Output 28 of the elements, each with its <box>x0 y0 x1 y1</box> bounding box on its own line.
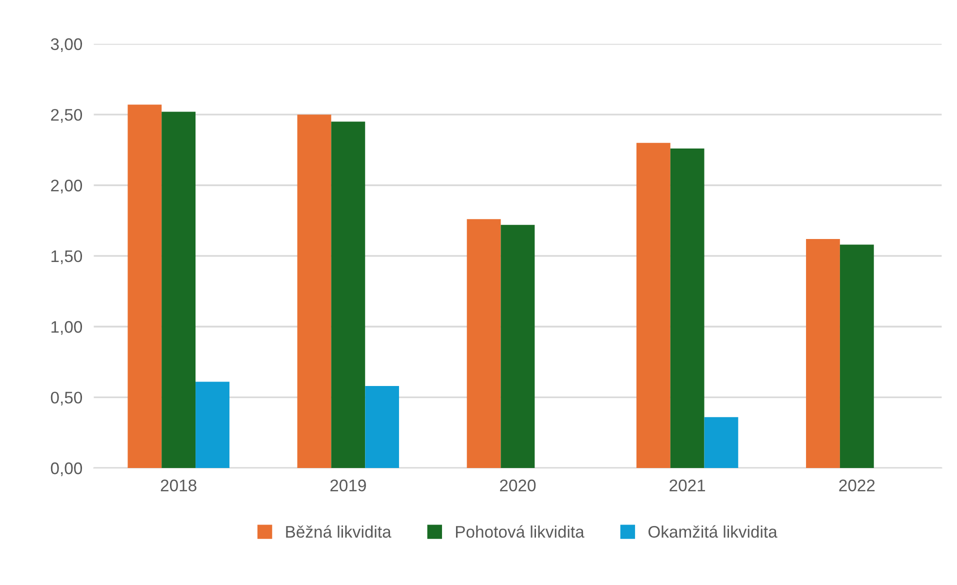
y-tick-label: 1,00 <box>52 321 82 335</box>
legend-label: Běžná likvidita <box>286 525 392 538</box>
bar <box>500 224 535 468</box>
y-tick-label: 1,50 <box>52 250 82 264</box>
y-tick-label: 2,50 <box>51 108 82 123</box>
bar <box>670 148 704 468</box>
bar <box>840 244 874 468</box>
bar <box>297 114 332 468</box>
bar <box>466 219 501 468</box>
y-tick-label: 3,00 <box>50 38 82 52</box>
bar <box>365 386 400 468</box>
y-tick-label: 0,00 <box>50 462 82 476</box>
x-tick-label: 2021 <box>670 480 706 492</box>
x-tick-label: 2018 <box>160 480 196 492</box>
x-tick-label: 2020 <box>500 480 536 492</box>
bar <box>128 104 162 468</box>
bar <box>806 238 840 468</box>
x-tick-label: 2022 <box>839 480 875 492</box>
y-tick-label: 2,00 <box>51 180 82 194</box>
legend-label: Okamžitá likvidita <box>648 525 778 538</box>
bar <box>704 417 738 468</box>
bar <box>636 142 670 468</box>
y-tick-label: 0,50 <box>50 392 82 406</box>
legend-label: Pohotová likvidita <box>456 525 584 538</box>
x-tick-label: 2019 <box>330 480 366 492</box>
bar <box>331 122 366 468</box>
bar <box>162 112 196 468</box>
bar <box>196 382 230 468</box>
